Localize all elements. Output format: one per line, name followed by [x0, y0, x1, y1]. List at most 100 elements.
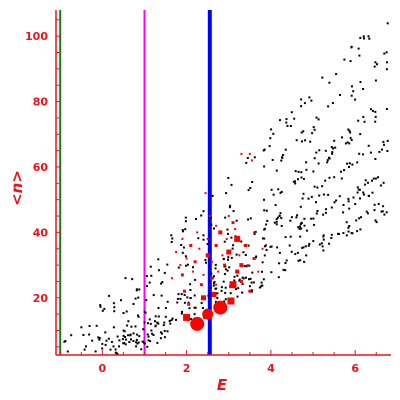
black-point — [116, 335, 119, 338]
black-point — [369, 151, 372, 154]
black-point — [134, 325, 137, 328]
black-point — [352, 196, 355, 199]
black-point — [160, 294, 163, 297]
black-point — [202, 307, 204, 309]
black-point — [274, 204, 277, 207]
black-point — [331, 102, 334, 104]
black-point — [152, 294, 155, 297]
black-point — [207, 294, 210, 297]
black-point — [138, 335, 141, 338]
black-point — [130, 338, 132, 341]
black-point — [152, 334, 155, 336]
black-point — [156, 341, 159, 344]
black-point — [300, 227, 303, 230]
black-point — [277, 188, 280, 191]
black-point — [349, 136, 352, 139]
black-point — [266, 219, 269, 222]
black-point — [335, 199, 338, 202]
black-point — [231, 247, 234, 250]
black-point — [326, 161, 329, 164]
black-point — [297, 226, 300, 229]
red-point — [261, 247, 264, 250]
black-point — [214, 300, 217, 303]
black-point — [181, 229, 184, 231]
red-series — [170, 152, 264, 331]
black-point — [284, 148, 287, 151]
black-point — [310, 217, 313, 220]
black-point — [350, 94, 353, 97]
red-point — [229, 281, 237, 289]
red-point — [202, 308, 214, 320]
black-point — [338, 195, 341, 198]
black-point — [112, 345, 115, 348]
black-point — [150, 274, 153, 277]
black-point — [331, 151, 334, 154]
black-point — [194, 306, 197, 309]
red-point — [179, 264, 182, 267]
black-point — [150, 329, 153, 332]
black-point — [227, 258, 229, 261]
black-point — [140, 348, 143, 351]
red-point — [225, 237, 228, 240]
black-point — [264, 245, 266, 248]
black-point — [244, 254, 247, 256]
black-point — [359, 36, 362, 39]
black-point — [157, 307, 160, 309]
black-point — [188, 307, 191, 310]
black-point — [383, 52, 386, 55]
black-point — [308, 243, 311, 245]
black-point — [220, 289, 223, 292]
black-point — [385, 51, 388, 54]
black-point — [177, 266, 180, 269]
black-point — [97, 336, 100, 339]
red-point — [193, 260, 197, 264]
black-point — [315, 212, 318, 215]
black-point — [124, 343, 127, 346]
black-point — [380, 210, 383, 213]
black-point — [330, 233, 333, 236]
black-point — [349, 60, 352, 63]
black-point — [322, 238, 325, 241]
black-point — [154, 315, 157, 318]
y-tick-label: 20 — [33, 292, 49, 305]
black-point — [135, 345, 138, 348]
black-point — [193, 313, 196, 316]
black-point — [222, 258, 225, 261]
red-point — [210, 260, 213, 263]
black-point — [226, 269, 229, 272]
black-point — [358, 188, 361, 191]
black-point — [224, 298, 227, 301]
black-point — [357, 188, 360, 191]
black-series — [63, 22, 389, 356]
black-point — [382, 140, 385, 143]
black-point — [308, 96, 311, 99]
red-point — [227, 215, 230, 217]
black-point — [252, 281, 255, 284]
black-point — [350, 139, 353, 141]
black-point — [356, 230, 359, 233]
black-point — [91, 339, 94, 342]
black-point — [114, 351, 117, 354]
black-point — [177, 293, 180, 296]
black-point — [132, 340, 135, 342]
black-point — [145, 299, 148, 302]
black-point — [270, 188, 273, 191]
black-point — [247, 244, 250, 247]
black-point — [192, 266, 194, 269]
red-point — [215, 283, 218, 286]
black-point — [357, 47, 360, 50]
black-point — [374, 158, 377, 160]
black-point — [249, 187, 252, 189]
black-point — [185, 264, 187, 267]
black-point — [118, 345, 120, 348]
black-point — [321, 185, 324, 188]
black-point — [373, 203, 376, 206]
black-point — [80, 326, 83, 329]
y-tick-label: 100 — [25, 30, 48, 43]
black-point — [166, 263, 169, 266]
red-point — [234, 235, 241, 242]
black-point — [299, 235, 302, 238]
red-point — [189, 244, 193, 247]
black-point — [344, 142, 347, 145]
black-point — [134, 297, 137, 300]
